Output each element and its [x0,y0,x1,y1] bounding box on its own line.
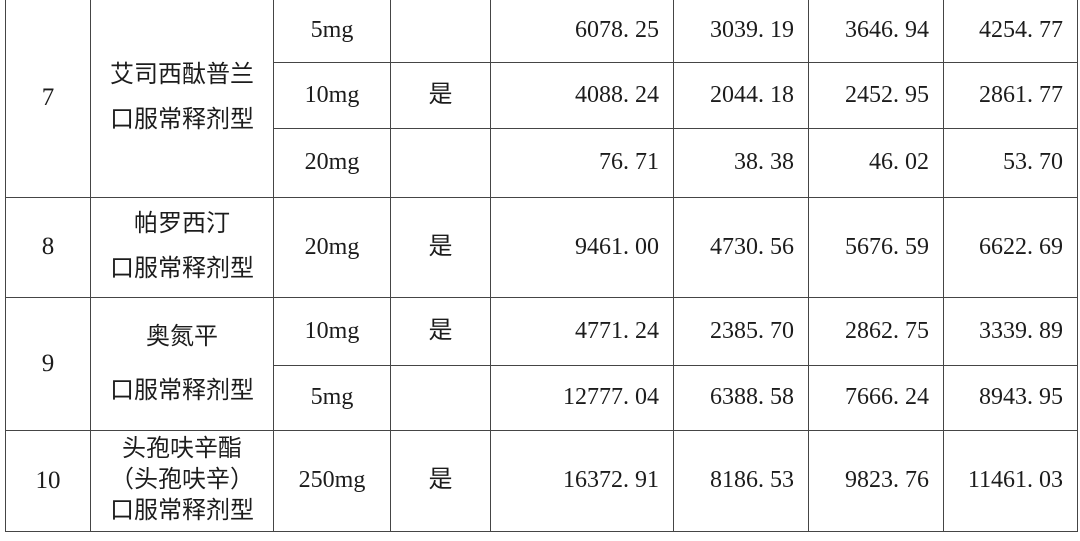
table-row: 7 艾司西酞普兰 口服常释剂型 5mg 6078. 25 3039. 19 36… [5,0,1078,198]
drug-name-line: 口服常释剂型 [110,498,254,524]
value-cell: 2385. 70 [673,296,809,366]
flag-cell: 是 [390,61,491,129]
value-cell: 9461. 00 [490,196,674,298]
value-cell: 4771. 24 [490,296,674,366]
table-row: 10 头孢呋辛酯 （头孢呋辛） 口服常释剂型 250mg 是 16372. 91… [5,429,1078,532]
value-cell: 4088. 24 [490,61,674,129]
value-cell: 8186. 53 [673,429,809,532]
drug-name-line: 艾司西酞普兰 [110,62,254,89]
value-cell: 5676. 59 [808,196,944,298]
drug-name-line: 口服常释剂型 [110,107,254,134]
spec-cell: 20mg [273,127,391,198]
drug-name-line: 帕罗西汀 [134,211,230,237]
flag-cell [390,364,491,431]
flag-cell [390,0,491,63]
spec-cell: 10mg [273,61,391,129]
value-cell: 6078. 25 [490,0,674,63]
value-cell: 6622. 69 [943,196,1078,298]
spec-cell: 20mg [273,196,391,298]
table-row: 9 奥氮平 口服常释剂型 10mg 是 4771. 24 2385. 70 28… [5,296,1078,431]
drug-name-cell: 奥氮平 口服常释剂型 [90,296,274,431]
drug-name-line: （头孢呋辛） [110,467,254,493]
drug-name-line: 奥氮平 [146,323,218,350]
table-row: 8 帕罗西汀 口服常释剂型 20mg 是 9461. 00 4730. 56 5… [5,196,1078,298]
value-cell: 2861. 77 [943,61,1078,129]
spec-cell: 5mg [273,0,391,63]
drug-name-cell: 头孢呋辛酯 （头孢呋辛） 口服常释剂型 [90,429,274,532]
row-number-cell: 9 [5,296,91,431]
value-cell: 53. 70 [943,127,1078,198]
value-cell: 11461. 03 [943,429,1078,532]
drug-name-cell: 艾司西酞普兰 口服常释剂型 [90,0,274,198]
value-cell: 3646. 94 [808,0,944,63]
value-cell: 4254. 77 [943,0,1078,63]
row-number-cell: 7 [5,0,91,198]
value-cell: 7666. 24 [808,364,944,431]
value-cell: 76. 71 [490,127,674,198]
spec-cell: 250mg [273,429,391,532]
flag-cell: 是 [390,429,491,532]
value-cell: 2452. 95 [808,61,944,129]
value-cell: 12777. 04 [490,364,674,431]
value-cell: 9823. 76 [808,429,944,532]
value-cell: 2862. 75 [808,296,944,366]
value-cell: 16372. 91 [490,429,674,532]
flag-cell: 是 [390,296,491,366]
value-cell: 6388. 58 [673,364,809,431]
spec-cell: 10mg [273,296,391,366]
drug-price-table: 7 艾司西酞普兰 口服常释剂型 5mg 6078. 25 3039. 19 36… [5,0,1078,532]
drug-name-cell: 帕罗西汀 口服常释剂型 [90,196,274,298]
spec-cell: 5mg [273,364,391,431]
value-cell: 4730. 56 [673,196,809,298]
value-cell: 38. 38 [673,127,809,198]
flag-cell [390,127,491,198]
row-number-cell: 8 [5,196,91,298]
value-cell: 3339. 89 [943,296,1078,366]
drug-name-line: 口服常释剂型 [110,377,254,404]
value-cell: 3039. 19 [673,0,809,63]
value-cell: 2044. 18 [673,61,809,129]
drug-name-line: 头孢呋辛酯 [122,436,242,462]
value-cell: 46. 02 [808,127,944,198]
flag-cell: 是 [390,196,491,298]
row-number-cell: 10 [5,429,91,532]
table-row: 20mg 76. 71 38. 38 46. 02 53. 70 [6,127,1078,198]
value-cell: 8943. 95 [943,364,1078,431]
drug-name-line: 口服常释剂型 [110,256,254,282]
